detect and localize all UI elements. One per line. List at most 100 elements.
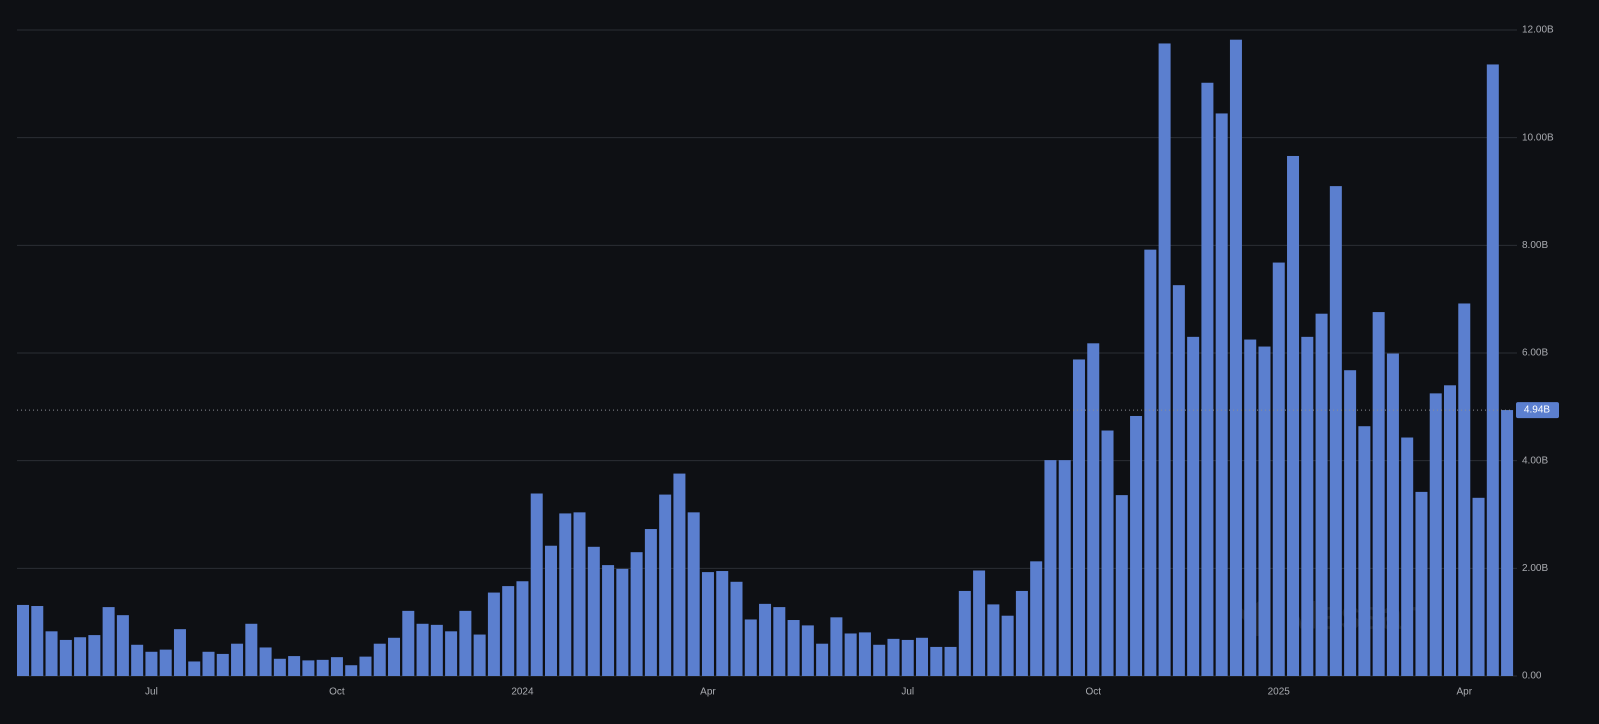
bar [473, 634, 486, 676]
bar [787, 620, 800, 676]
bar [273, 658, 286, 676]
x-tick-label: Apr [1456, 687, 1472, 698]
bar [1044, 460, 1057, 676]
bar [573, 512, 586, 676]
bar [630, 552, 643, 676]
bar [1229, 39, 1242, 676]
bar [1172, 285, 1185, 676]
y-tick-label: 2.00B [1522, 563, 1548, 574]
bar [716, 571, 729, 676]
bar [516, 581, 529, 676]
bar [987, 604, 1000, 676]
bar [430, 624, 443, 676]
x-tick-label: 2024 [511, 687, 534, 698]
bar [1344, 370, 1357, 676]
bar [1015, 590, 1028, 676]
bar [816, 643, 829, 676]
bar [1130, 415, 1143, 676]
x-tick-label: Oct [329, 687, 345, 698]
bar [1472, 497, 1485, 676]
x-tick-label: Oct [1085, 687, 1101, 698]
bar [231, 643, 244, 676]
bar [188, 661, 201, 676]
bar [1144, 249, 1157, 676]
bar [1201, 82, 1214, 677]
bar [402, 610, 415, 676]
bar [1030, 561, 1043, 676]
bar [345, 665, 358, 676]
bar [74, 637, 87, 676]
y-tick-label: 12.00B [1522, 25, 1554, 36]
bar [830, 617, 843, 676]
bar [1444, 385, 1456, 676]
bar [1158, 43, 1171, 677]
bar [487, 592, 500, 676]
bar [1287, 155, 1300, 677]
bar [1429, 393, 1442, 676]
bar [1087, 343, 1100, 676]
bar [316, 659, 329, 676]
bar [1072, 359, 1085, 676]
bar [916, 637, 929, 676]
bar [17, 604, 29, 676]
y-tick-label: 0.00 [1522, 671, 1542, 682]
bar [131, 644, 144, 676]
bar [1401, 437, 1414, 676]
bar [302, 660, 315, 676]
bar [587, 546, 600, 676]
bar [858, 632, 871, 676]
bar [173, 629, 186, 676]
bar [1272, 262, 1285, 676]
bar [1001, 615, 1014, 676]
bar [958, 590, 971, 676]
x-tick-label: Jul [901, 687, 914, 698]
bar [145, 651, 158, 676]
bar [873, 644, 886, 676]
bar [844, 633, 857, 676]
bar [659, 494, 672, 676]
bar [759, 603, 772, 676]
bar [1415, 491, 1428, 676]
bar [602, 565, 615, 676]
current-value-tag [1516, 402, 1559, 419]
bar [245, 623, 258, 676]
bar [744, 619, 757, 676]
bar [1187, 336, 1200, 676]
x-tick-label: Apr [700, 687, 716, 698]
bar [416, 623, 429, 676]
bar [1372, 312, 1385, 676]
bar [1315, 313, 1328, 676]
bar [31, 606, 44, 676]
x-tick-label: Jul [145, 687, 158, 698]
bar [1115, 495, 1128, 676]
bar [730, 581, 743, 676]
bar [1244, 339, 1257, 676]
bar [1486, 64, 1499, 677]
bar [1358, 426, 1371, 676]
bar [1458, 303, 1471, 676]
bar [1501, 410, 1514, 676]
bar [973, 570, 986, 676]
y-tick-label: 6.00B [1522, 348, 1548, 359]
bar [1301, 336, 1314, 676]
bar [116, 615, 129, 676]
bar [202, 651, 215, 676]
bar [1329, 186, 1342, 676]
bar [502, 586, 515, 676]
y-tick-label: 10.00B [1522, 132, 1554, 143]
y-tick-label: 4.00B [1522, 455, 1548, 466]
bar [559, 513, 572, 676]
bar [373, 643, 386, 676]
bar [701, 572, 714, 676]
bar [644, 529, 657, 676]
bar [1058, 460, 1071, 676]
bar [901, 639, 914, 676]
bar [388, 637, 401, 676]
bar [45, 631, 58, 676]
bar [59, 639, 72, 676]
bar [1101, 430, 1114, 676]
current-value-label: 4.94B [1524, 405, 1550, 416]
bar [445, 631, 458, 676]
